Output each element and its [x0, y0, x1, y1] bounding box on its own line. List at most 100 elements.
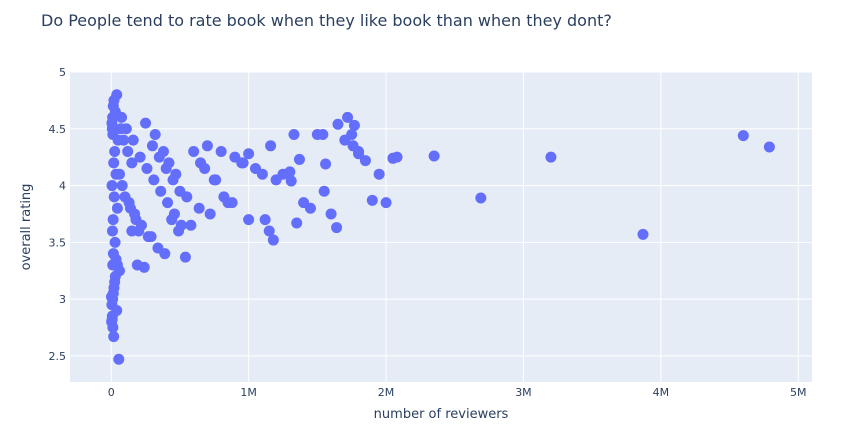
data-point	[380, 197, 392, 209]
data-point	[106, 314, 118, 326]
data-point	[637, 228, 649, 240]
data-point	[111, 202, 123, 214]
data-point	[237, 157, 249, 169]
data-point	[347, 140, 359, 152]
y-tick-label: 3.5	[49, 236, 67, 249]
data-point	[188, 145, 200, 157]
data-point	[163, 157, 175, 169]
data-point	[243, 214, 255, 226]
data-point	[148, 174, 160, 186]
x-axis-label: number of reviewers	[374, 407, 509, 422]
data-point	[331, 222, 343, 234]
data-point	[116, 111, 128, 123]
y-tick-label: 2.5	[49, 350, 67, 363]
data-point	[267, 234, 279, 246]
y-tick-label: 5	[59, 66, 66, 79]
data-point	[304, 202, 316, 214]
x-tick-label: 4M	[653, 386, 670, 399]
x-tick-labels: 0 1M 2M 3M 4M 5M	[108, 386, 807, 399]
x-tick-label: 0	[108, 386, 115, 399]
data-point	[140, 117, 152, 129]
data-point	[107, 321, 119, 333]
data-point	[291, 217, 303, 229]
data-point	[135, 219, 147, 231]
data-point	[428, 150, 440, 162]
data-point	[204, 208, 216, 220]
data-point	[118, 134, 130, 146]
data-point	[199, 163, 211, 175]
data-point	[116, 180, 128, 192]
data-point	[293, 153, 305, 165]
x-tick-label: 5M	[790, 386, 807, 399]
data-point	[185, 219, 197, 231]
data-point	[359, 155, 371, 167]
data-point	[173, 225, 185, 237]
data-point	[285, 175, 297, 187]
data-point	[111, 259, 123, 271]
x-tick-label: 3M	[515, 386, 532, 399]
data-point	[284, 166, 296, 178]
grid	[70, 71, 812, 382]
data-point	[126, 225, 138, 237]
data-point	[155, 185, 167, 197]
y-tick-label: 3	[59, 293, 66, 306]
data-point	[332, 118, 344, 130]
data-point	[145, 231, 157, 243]
data-point	[113, 353, 125, 365]
data-point	[256, 168, 268, 180]
data-point	[131, 259, 143, 271]
data-point	[141, 163, 153, 175]
data-point	[162, 197, 174, 209]
data-point	[123, 197, 135, 209]
data-point	[108, 191, 120, 203]
data-point	[109, 145, 121, 157]
data-point	[113, 168, 125, 180]
data-point	[366, 194, 378, 206]
data-point	[120, 123, 132, 135]
data-point	[325, 208, 337, 220]
data-point	[108, 94, 120, 106]
data-point	[152, 242, 164, 254]
data-point	[318, 185, 330, 197]
data-point	[108, 157, 120, 169]
data-point	[146, 140, 158, 152]
y-tick-label: 4	[59, 180, 66, 193]
data-point	[263, 225, 275, 237]
data-point	[109, 236, 121, 248]
data-point	[201, 140, 213, 152]
data-point	[545, 151, 557, 163]
data-point	[107, 214, 119, 226]
data-point	[317, 128, 329, 140]
data-point	[243, 148, 255, 160]
data-point	[218, 191, 230, 203]
data-point	[166, 214, 178, 226]
data-point	[391, 151, 403, 163]
data-point	[348, 119, 360, 131]
data-point	[320, 158, 332, 170]
x-tick-label: 1M	[240, 386, 257, 399]
data-point	[210, 174, 222, 186]
data-point	[129, 208, 141, 220]
data-point	[346, 128, 358, 140]
y-axis-label: overall rating	[19, 184, 34, 271]
data-point	[737, 130, 749, 142]
data-point	[342, 111, 354, 123]
data-point	[105, 291, 117, 303]
y-tick-label: 4.5	[49, 123, 67, 136]
data-point	[475, 192, 487, 204]
data-point	[373, 168, 385, 180]
chart-title: Do People tend to rate book when they li…	[41, 11, 612, 30]
data-point	[157, 145, 169, 157]
data-points	[105, 89, 775, 365]
data-point	[170, 168, 182, 180]
data-point	[106, 225, 118, 237]
data-point	[288, 128, 300, 140]
data-point	[127, 134, 139, 146]
data-point	[265, 140, 277, 152]
data-point	[226, 197, 238, 209]
data-point	[179, 251, 191, 263]
data-point	[763, 141, 775, 153]
data-point	[122, 145, 134, 157]
data-point	[134, 151, 146, 163]
